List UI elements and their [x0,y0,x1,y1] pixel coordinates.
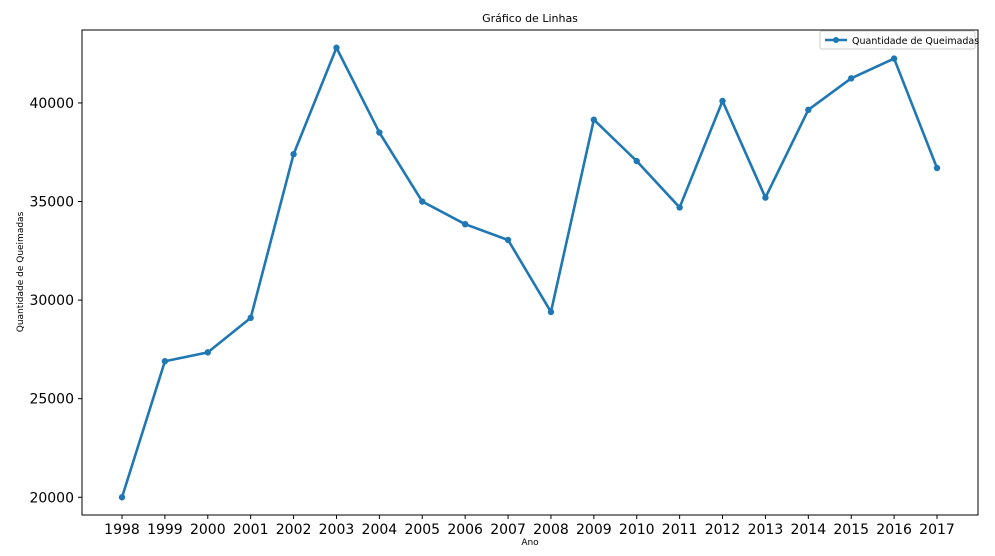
x-tick-label: 1998 [104,522,140,538]
y-tick-label: 20000 [29,490,74,506]
data-point [890,55,898,62]
legend: Quantidade de Queimadas [819,30,979,50]
y-axis: 20000 25000 30000 35000 40000 [29,96,82,506]
data-point [719,97,726,105]
x-tick-label: 2011 [662,522,698,538]
legend-box [819,30,976,50]
x-tick-label: 2002 [276,522,312,538]
x-tick-label: 2010 [619,522,655,538]
data-point [633,157,640,165]
data-point [762,194,769,201]
x-tick-label: 2009 [576,522,612,538]
data-point [118,494,126,501]
x-tick-label: 2005 [404,522,440,538]
series-line [120,46,939,498]
data-point [376,129,383,136]
x-tick-label: 1999 [147,522,183,538]
x-tick-label: 2000 [190,522,226,538]
data-point [676,204,683,211]
y-axis-label: Quantidade de Queimadas [16,211,26,332]
x-tick-label: 2013 [748,522,784,538]
data-point [547,308,555,316]
data-point [161,358,169,365]
data-point [504,236,512,244]
chart-title: Gráfico de Linhas [482,12,578,25]
x-tick-label: 2003 [319,522,355,538]
data-point [933,164,941,172]
data-point [848,75,855,82]
series-layer [118,44,941,501]
data-point [419,198,426,205]
x-tick-label: 2001 [233,522,269,538]
y-tick-label: 40000 [29,96,74,112]
y-tick-label: 35000 [29,195,74,211]
x-tick-label: 2016 [876,522,912,538]
x-tick-label: 2017 [919,522,955,538]
x-axis-label: Ano [521,538,539,548]
x-tick-label: 2008 [533,522,569,538]
data-point [805,106,812,114]
x-tick-label: 2012 [705,522,741,538]
data-point [333,44,340,51]
legend-label: Quantidade de Queimadas [852,36,979,47]
x-axis: 1998 1999 2000 2001 2002 2003 2004 2005 2006 2007… [104,515,955,538]
data-point [247,314,254,322]
x-tick-label: 2007 [490,522,526,538]
y-tick-label: 25000 [29,392,74,408]
data-point [204,349,211,356]
x-tick-label: 2015 [833,522,869,538]
legend-marker-swatch [833,37,839,43]
x-tick-label: 2014 [790,522,826,538]
x-tick-label: 2006 [447,522,483,538]
plot-area [81,29,979,516]
data-point [290,151,297,158]
data-point [461,220,469,228]
data-point [590,116,598,123]
x-tick-label: 2004 [362,522,398,538]
y-tick-label: 30000 [29,293,74,309]
